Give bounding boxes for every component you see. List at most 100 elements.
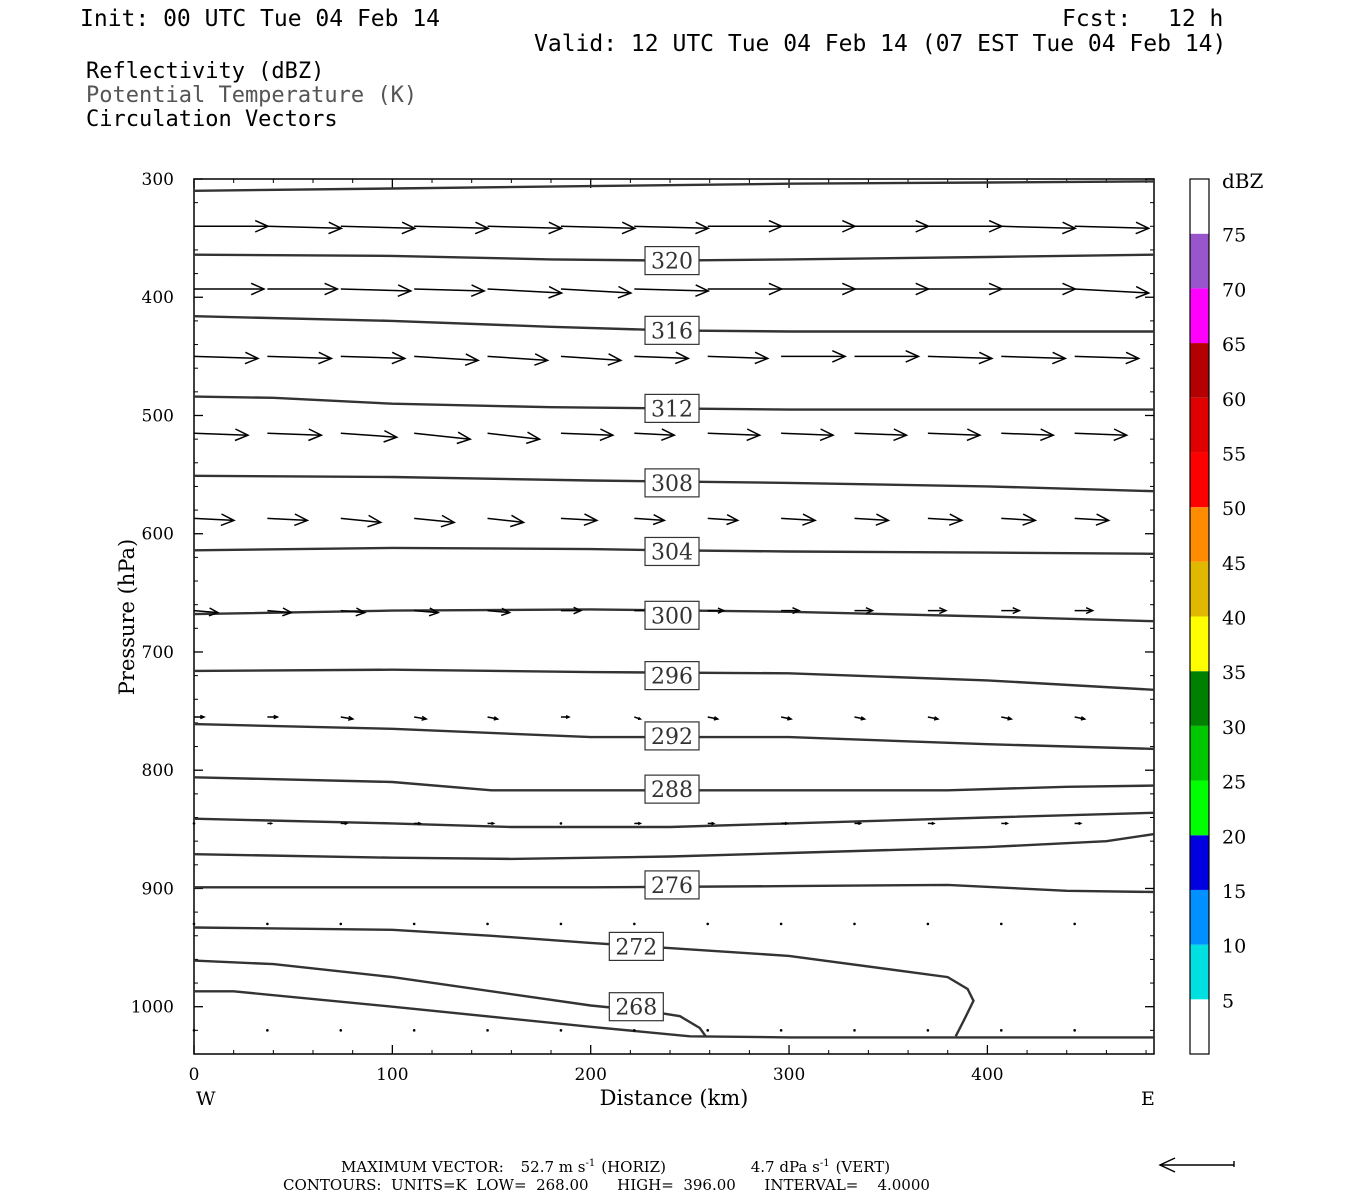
colorbar-segment xyxy=(1190,561,1209,617)
plot-area: 268 272 276 288 292 296 300 304 308 312 316 320 xyxy=(192,178,1155,1055)
circulation-vector xyxy=(1001,513,1038,526)
theta-contour-312 xyxy=(193,395,1154,411)
circulation-vector xyxy=(1001,716,1014,721)
circulation-vector xyxy=(267,428,324,442)
circulation-vector xyxy=(193,607,220,617)
y-tick-label: 900 xyxy=(142,879,174,899)
colorbar-segment xyxy=(1190,507,1209,562)
circulation-vector xyxy=(634,716,643,720)
x-tick-label: 400 xyxy=(971,1065,1003,1085)
circulation-vector xyxy=(1001,221,1078,235)
forecast-label: Fcst: xyxy=(1062,6,1131,32)
circulation-vector xyxy=(267,607,294,617)
circulation-vector xyxy=(1074,607,1095,615)
circulation-vector xyxy=(853,922,856,926)
circulation-vector xyxy=(487,353,550,366)
circulation-vector xyxy=(340,429,399,443)
svg-text:288: 288 xyxy=(651,778,693,803)
circulation-vector xyxy=(340,821,349,826)
circulation-vector xyxy=(853,1029,856,1032)
circulation-vector xyxy=(560,285,633,299)
circulation-vector xyxy=(1074,285,1151,299)
colorbar-level-label: 5 xyxy=(1222,990,1234,1012)
circulation-vector xyxy=(706,1029,710,1032)
colorbar-level-label: 75 xyxy=(1222,225,1246,247)
circulation-vector xyxy=(1073,1029,1076,1032)
colorbar-segment xyxy=(1190,835,1209,890)
circulation-vector xyxy=(927,513,964,526)
circulation-vector xyxy=(927,351,994,365)
circulation-vector xyxy=(414,353,481,367)
circulation-vector xyxy=(486,1029,489,1032)
circulation-vector xyxy=(560,353,623,366)
svg-text:320: 320 xyxy=(651,250,693,275)
theta-contour xyxy=(193,180,1155,192)
y-tick-label: 300 xyxy=(142,170,174,190)
circulation-vector xyxy=(414,715,429,721)
contour-label-288: 288 xyxy=(644,774,700,804)
circulation-vector xyxy=(192,822,196,825)
vert-tag: (VERT) xyxy=(836,1158,891,1176)
circulation-vector xyxy=(340,351,407,365)
circulation-vector xyxy=(267,822,274,825)
circulation-vector xyxy=(634,514,667,526)
circulation-vector xyxy=(340,284,413,297)
circulation-vector xyxy=(707,716,720,721)
vert-max-value: 4.7 dPa s xyxy=(751,1158,820,1176)
circulation-vector xyxy=(1074,716,1087,721)
circulation-vector xyxy=(267,282,340,296)
field-vectors: Circulation Vectors xyxy=(86,107,338,132)
colorbar-segment xyxy=(1190,671,1209,726)
x-tick-label: 300 xyxy=(773,1065,805,1085)
circulation-vector xyxy=(559,822,563,825)
colorbar-level-label: 30 xyxy=(1222,717,1246,739)
circulation-vector xyxy=(780,716,793,721)
circulation-vector xyxy=(927,821,936,826)
contour-label-272: 272 xyxy=(608,931,664,961)
colorbar-level-label: 45 xyxy=(1222,553,1246,575)
field-reflectivity: Reflectivity (dBZ) xyxy=(86,59,324,84)
colorbar-segment xyxy=(1190,889,1209,945)
circulation-vector xyxy=(414,431,473,445)
colorbar-level-label: 25 xyxy=(1222,772,1246,794)
colorbar-level-label: 20 xyxy=(1222,826,1246,848)
circulation-vector xyxy=(926,922,930,926)
circulation-vector xyxy=(779,1029,783,1032)
circulation-vector xyxy=(927,607,948,615)
colorbar-segment xyxy=(1190,780,1209,836)
circulation-vector xyxy=(854,607,875,615)
y-tick-label: 500 xyxy=(142,406,174,426)
circulation-vector xyxy=(1001,607,1022,615)
y-tick-label: 400 xyxy=(142,288,174,308)
y-tick-label: 700 xyxy=(142,643,174,663)
x-east-label: E xyxy=(1141,1088,1155,1110)
theta-contour xyxy=(194,990,1154,1039)
circulation-vector xyxy=(414,514,457,528)
contour-label-300: 300 xyxy=(644,600,700,630)
colorbar-segment xyxy=(1190,944,1209,1000)
colorbar-level-label: 35 xyxy=(1222,662,1246,684)
circulation-vector xyxy=(340,514,383,528)
circulation-vector xyxy=(194,714,206,720)
colorbar-level-label: 15 xyxy=(1222,881,1246,903)
circulation-vector xyxy=(487,514,526,528)
circulation-vector xyxy=(1074,221,1151,235)
circulation-vector xyxy=(339,1029,343,1032)
circulation-vector xyxy=(781,350,847,363)
circulation-vector xyxy=(340,607,367,617)
circulation-vector xyxy=(340,221,417,235)
circulation-vector xyxy=(1001,428,1056,442)
circulation-vector xyxy=(634,221,711,235)
circulation-vector xyxy=(266,1029,269,1032)
colorbar-segment xyxy=(1190,179,1209,234)
svg-text:316: 316 xyxy=(651,319,693,344)
contour-label-276: 276 xyxy=(644,870,700,900)
max-vector-line: MAXIMUM VECTOR: 52.7 m s-1 (HORIZ) 4.7 dP… xyxy=(341,1158,890,1176)
svg-text:296: 296 xyxy=(651,665,693,690)
x-tick-label: 200 xyxy=(574,1065,606,1085)
svg-text:300: 300 xyxy=(651,604,693,629)
circulation-vector xyxy=(854,428,909,442)
circulation-vector xyxy=(487,607,512,617)
circulation-vector xyxy=(560,715,571,719)
circulation-vector xyxy=(999,922,1003,926)
